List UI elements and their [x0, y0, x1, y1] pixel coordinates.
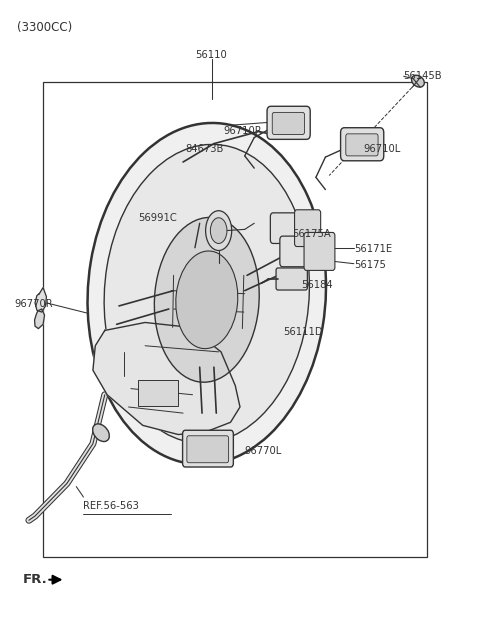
- Ellipse shape: [104, 145, 310, 443]
- Text: 96710L: 96710L: [363, 143, 401, 153]
- Ellipse shape: [205, 211, 232, 250]
- Polygon shape: [35, 287, 47, 312]
- Text: 96710R: 96710R: [223, 127, 262, 137]
- FancyBboxPatch shape: [270, 213, 316, 243]
- Text: 56171E: 56171E: [354, 244, 392, 254]
- Text: 56110: 56110: [196, 50, 228, 60]
- Text: 56111D: 56111D: [283, 328, 323, 337]
- FancyBboxPatch shape: [346, 134, 378, 156]
- Text: 56184: 56184: [301, 279, 333, 289]
- Text: 56175: 56175: [354, 260, 386, 270]
- Bar: [43, 82, 427, 557]
- Text: 56145B: 56145B: [404, 71, 442, 82]
- Ellipse shape: [210, 218, 227, 243]
- FancyBboxPatch shape: [267, 106, 310, 139]
- FancyBboxPatch shape: [182, 430, 233, 467]
- Text: 96770R: 96770R: [14, 299, 53, 309]
- Ellipse shape: [87, 123, 326, 464]
- FancyBboxPatch shape: [295, 210, 321, 247]
- Text: 56175A: 56175A: [292, 229, 331, 239]
- FancyBboxPatch shape: [272, 112, 304, 135]
- FancyBboxPatch shape: [304, 232, 335, 271]
- Ellipse shape: [411, 75, 424, 87]
- FancyBboxPatch shape: [280, 236, 331, 267]
- FancyBboxPatch shape: [276, 268, 307, 290]
- Ellipse shape: [155, 218, 259, 382]
- Text: REF.56-563: REF.56-563: [84, 501, 139, 511]
- Ellipse shape: [176, 251, 238, 349]
- Ellipse shape: [93, 424, 109, 441]
- Bar: [138, 380, 179, 406]
- Polygon shape: [93, 323, 240, 434]
- Polygon shape: [35, 309, 45, 329]
- Text: 96770L: 96770L: [245, 446, 282, 456]
- Text: (3300CC): (3300CC): [17, 21, 72, 34]
- Text: 84673B: 84673B: [185, 143, 224, 153]
- FancyBboxPatch shape: [187, 436, 228, 463]
- FancyBboxPatch shape: [341, 128, 384, 161]
- Text: 56991C: 56991C: [138, 213, 177, 223]
- Text: FR.: FR.: [23, 574, 48, 586]
